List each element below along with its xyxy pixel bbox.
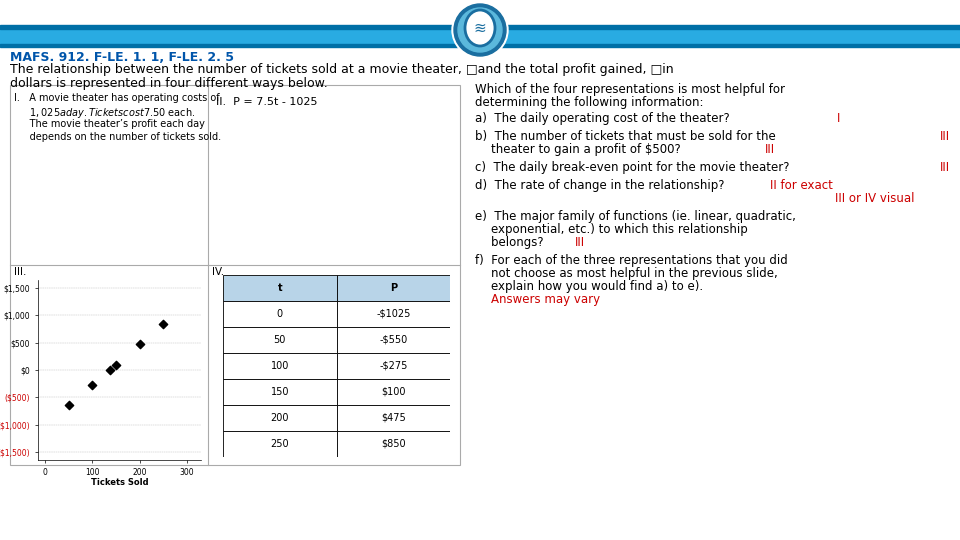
Text: t: t — [277, 283, 282, 293]
Text: $850: $850 — [381, 439, 405, 449]
Point — [132, 340, 147, 348]
Text: II for exact: II for exact — [770, 179, 833, 192]
Bar — [10, 85, 460, 465]
Text: theater to gain a profit of $500?: theater to gain a profit of $500? — [491, 143, 684, 156]
Text: III: III — [575, 236, 586, 249]
Text: P: P — [390, 283, 396, 293]
Bar — [223, 353, 337, 379]
Text: d)  The rate of change in the relationship?: d) The rate of change in the relationshi… — [475, 179, 729, 192]
Text: 200: 200 — [271, 413, 289, 423]
Text: III: III — [940, 130, 950, 143]
Text: f)  For each of the three representations that you did: f) For each of the three representations… — [475, 254, 788, 267]
Text: belongs?: belongs? — [491, 236, 547, 249]
Bar — [337, 431, 450, 457]
Bar — [0, 44, 960, 47]
Bar — [223, 431, 337, 457]
Bar — [337, 405, 450, 431]
Point — [102, 366, 117, 374]
Text: exponential, etc.) to which this relationship: exponential, etc.) to which this relatio… — [491, 223, 748, 236]
Text: Answers may vary: Answers may vary — [491, 293, 600, 306]
Text: III.: III. — [14, 267, 26, 277]
Text: determining the following information:: determining the following information: — [475, 96, 704, 109]
Text: -$275: -$275 — [379, 361, 407, 371]
Text: I: I — [837, 112, 840, 125]
Text: 50: 50 — [274, 335, 286, 345]
Circle shape — [458, 8, 502, 52]
Bar — [0, 25, 960, 29]
Bar — [223, 379, 337, 405]
Point — [156, 319, 171, 328]
Text: e)  The major family of functions (ie. linear, quadratic,: e) The major family of functions (ie. li… — [475, 210, 796, 223]
Bar — [337, 275, 450, 301]
Point — [84, 381, 100, 389]
Bar — [0, 27, 960, 45]
Bar — [337, 353, 450, 379]
Text: ≋: ≋ — [473, 21, 487, 36]
Text: $475: $475 — [381, 413, 406, 423]
Text: I.   A movie theater has operating costs of: I. A movie theater has operating costs o… — [14, 93, 220, 103]
Text: IV.: IV. — [212, 267, 224, 277]
Bar — [223, 301, 337, 327]
Text: III: III — [940, 161, 950, 174]
Point — [61, 401, 77, 410]
Text: III or IV visual: III or IV visual — [835, 192, 915, 205]
Text: 100: 100 — [271, 361, 289, 371]
X-axis label: Tickets Sold: Tickets Sold — [90, 478, 148, 487]
Text: dollars is represented in four different ways below.: dollars is represented in four different… — [10, 77, 327, 90]
Text: 0: 0 — [276, 309, 283, 319]
Text: 150: 150 — [271, 387, 289, 397]
Ellipse shape — [466, 11, 494, 45]
Text: II.  P = 7.5t - 1025: II. P = 7.5t - 1025 — [216, 97, 318, 107]
Text: Which of the four representations is most helpful for: Which of the four representations is mos… — [475, 83, 785, 96]
Text: -$550: -$550 — [379, 335, 407, 345]
Text: not choose as most helpful in the previous slide,: not choose as most helpful in the previo… — [491, 267, 778, 280]
Text: $100: $100 — [381, 387, 405, 397]
Bar — [0, 0, 960, 30]
Bar — [337, 379, 450, 405]
Text: depends on the number of tickets sold.: depends on the number of tickets sold. — [14, 132, 221, 142]
Text: $1,025 a day. Tickets cost $7.50 each.: $1,025 a day. Tickets cost $7.50 each. — [14, 106, 195, 120]
Circle shape — [454, 4, 506, 56]
Text: c)  The daily break-even point for the movie theater?: c) The daily break-even point for the mo… — [475, 161, 789, 174]
Bar — [223, 275, 337, 301]
Bar — [223, 405, 337, 431]
Text: -$1025: -$1025 — [376, 309, 411, 319]
Bar — [337, 301, 450, 327]
Text: a)  The daily operating cost of the theater?: a) The daily operating cost of the theat… — [475, 112, 737, 125]
Bar — [337, 327, 450, 353]
Text: explain how you would find a) to e).: explain how you would find a) to e). — [491, 280, 703, 293]
Text: b)  The number of tickets that must be sold for the: b) The number of tickets that must be so… — [475, 130, 776, 143]
Text: 250: 250 — [271, 439, 289, 449]
Text: The movie theater’s profit each day: The movie theater’s profit each day — [14, 119, 204, 129]
Point — [108, 360, 124, 369]
Circle shape — [452, 2, 508, 58]
Text: MAFS. 912. F-LE. 1. 1, F-LE. 2. 5: MAFS. 912. F-LE. 1. 1, F-LE. 2. 5 — [10, 51, 234, 64]
Text: III: III — [765, 143, 775, 156]
Bar — [223, 327, 337, 353]
Text: The relationship between the number of tickets sold at a movie theater, □and the: The relationship between the number of t… — [10, 63, 674, 76]
